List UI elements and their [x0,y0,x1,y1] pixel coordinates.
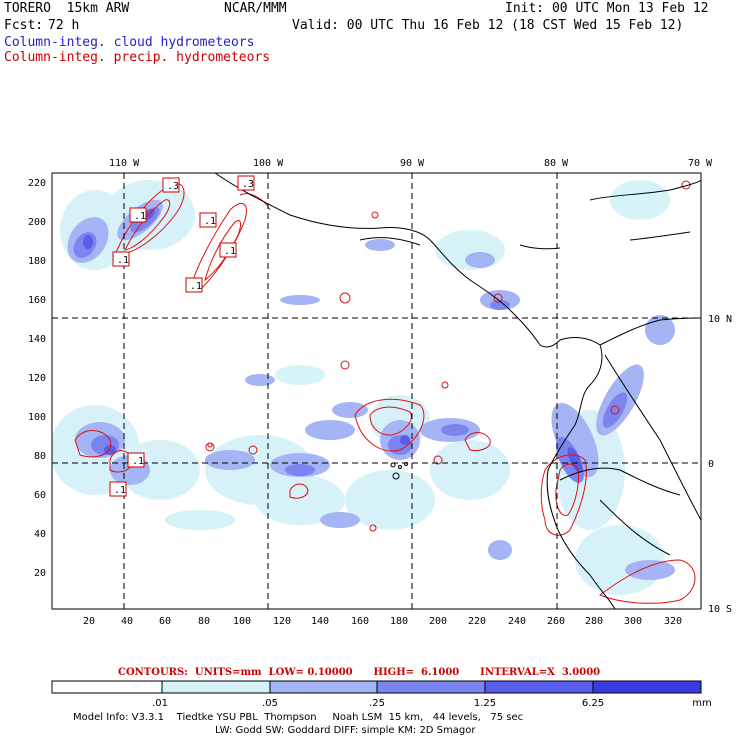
contour-label-box: .3 [237,175,255,191]
svg-text:.1: .1 [204,216,216,227]
contour-label-box: .1 [185,277,203,293]
field-precip-label: Column-integ. precip. hydrometeors [4,50,271,65]
svg-text:100: 100 [28,412,46,423]
cloud-shading [52,180,675,595]
svg-text:320: 320 [664,616,682,627]
svg-text:240: 240 [508,616,526,627]
svg-text:80: 80 [198,616,210,627]
svg-text:80: 80 [34,451,46,462]
x-tick-labels: 20 40 60 80 100 120 140 160 180 200 220 … [83,616,682,627]
svg-text:140: 140 [28,334,46,345]
lon-label: 70 W [688,158,713,169]
lon-label: 100 W [253,158,284,169]
svg-text:.1: .1 [132,456,144,467]
svg-text:300: 300 [624,616,642,627]
svg-text:.05: .05 [262,698,278,709]
svg-text:.1: .1 [224,246,236,257]
contour-label-box: .1 [219,242,237,258]
contour-info: CONTOURS: UNITS=mm LOW= 0.10000 HIGH= 6.… [118,667,601,678]
svg-text:.3: .3 [242,179,254,190]
svg-text:.25: .25 [369,698,385,709]
svg-text:40: 40 [34,529,46,540]
lat-label: 10 N [708,314,732,325]
contour-label-box: .3 [162,177,180,193]
svg-text:140: 140 [311,616,329,627]
colorbar-labels: .01 .05 .25 1.25 6.25 mm [152,698,712,709]
svg-text:160: 160 [28,295,46,306]
org-label: NCAR/MMM [224,1,287,16]
svg-text:120: 120 [28,373,46,384]
contour-label-box: .1 [112,251,130,267]
svg-text:.1: .1 [190,281,202,292]
svg-text:120: 120 [273,616,291,627]
field-cloud-label: Column-integ. cloud hydrometeors [4,35,255,50]
svg-text:1.25: 1.25 [474,698,496,709]
valid-time: Valid: 00 UTC Thu 16 Feb 12 (18 CST Wed … [292,18,684,33]
svg-text:260: 260 [547,616,565,627]
latitude-labels: 10 N 0 10 S [708,314,732,615]
forecast-hours: 72 h [48,18,80,33]
contour-label-box: .1 [129,207,147,223]
map-area [52,173,701,609]
colorbar [51,680,702,694]
grid-lines [52,173,701,609]
init-time: Init: 00 UTC Mon 13 Feb 12 [505,1,709,16]
lon-label: 90 W [400,158,425,169]
svg-text:6.25: 6.25 [582,698,604,709]
precip-contours [74,180,696,604]
svg-text:200: 200 [28,217,46,228]
lat-label: 0 [708,459,714,470]
lon-label: 110 W [109,158,140,169]
svg-text:200: 200 [429,616,447,627]
y-tick-labels: 20 40 60 80 100 120 140 160 180 200 220 [28,178,46,579]
svg-text:.1: .1 [114,485,126,496]
contour-labels: .3 .3 .1 .1 .1 .1 .1 .1 [109,175,255,497]
contour-label-box: .1 [109,481,127,497]
model-info-line2: LW: Godd SW: Goddard DIFF: simple KM: 2D… [215,725,476,736]
svg-text:100: 100 [233,616,251,627]
svg-text:220: 220 [28,178,46,189]
map-frame [51,172,702,610]
model-title: TORERO 15km ARW [4,1,130,16]
contour-label-box: .1 [199,212,217,228]
longitude-labels: 110 W 100 W 90 W 80 W 70 W [109,158,713,169]
coastline [214,173,701,609]
lon-label: 80 W [544,158,569,169]
svg-text:160: 160 [351,616,369,627]
svg-text:20: 20 [34,568,46,579]
contour-label-box: .1 [127,452,145,468]
svg-text:180: 180 [28,256,46,267]
model-info-line1: Model Info: V3.3.1 Tiedtke YSU PBL Thomp… [73,712,524,723]
svg-text:280: 280 [585,616,603,627]
svg-text:mm: mm [692,698,711,709]
svg-text:220: 220 [468,616,486,627]
svg-text:20: 20 [83,616,95,627]
lat-label: 10 S [708,604,732,615]
svg-text:60: 60 [34,490,46,501]
svg-text:60: 60 [159,616,171,627]
svg-text:180: 180 [390,616,408,627]
svg-text:.1: .1 [134,211,146,222]
forecast-label: Fcst: [4,18,44,33]
svg-text:.3: .3 [167,181,179,192]
svg-text:.01: .01 [152,698,168,709]
svg-text:40: 40 [121,616,133,627]
svg-text:.1: .1 [117,255,129,266]
